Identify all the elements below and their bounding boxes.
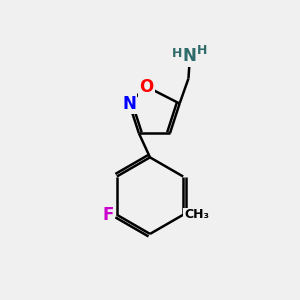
- Text: N: N: [122, 94, 136, 112]
- Text: O: O: [139, 77, 153, 95]
- Text: N: N: [183, 47, 197, 65]
- Text: CH₃: CH₃: [184, 208, 209, 221]
- Text: H: H: [172, 47, 183, 60]
- Text: H: H: [197, 44, 208, 57]
- Text: F: F: [102, 206, 114, 224]
